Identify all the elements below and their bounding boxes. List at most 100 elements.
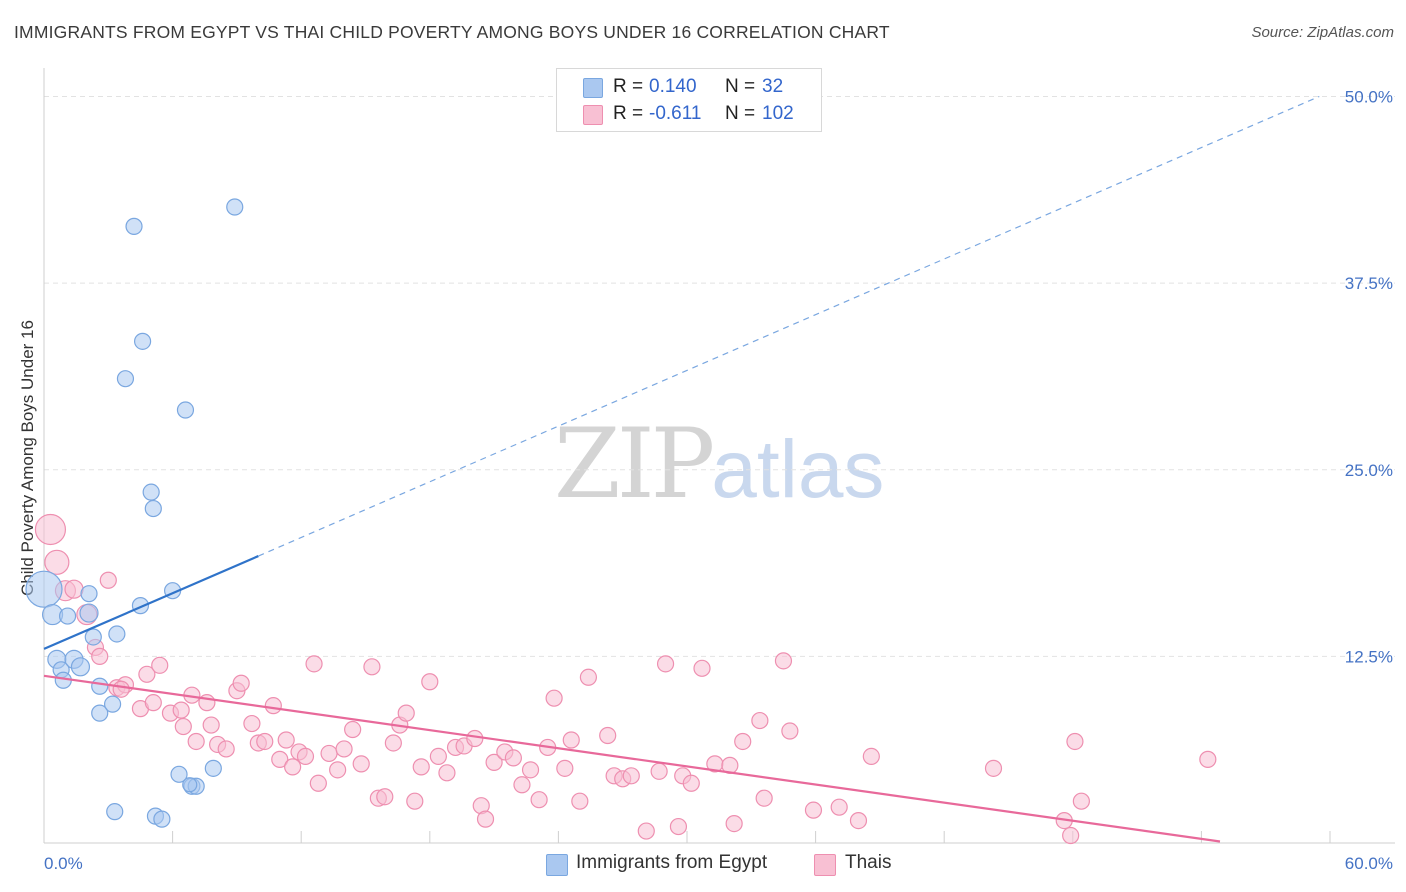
- thai-point: [725, 814, 743, 833]
- thai-point: [412, 758, 430, 776]
- thai-point: [1062, 826, 1080, 845]
- thai-point: [804, 801, 823, 819]
- thai-point: [774, 652, 793, 670]
- thai-point: [862, 747, 880, 766]
- egypt-point: [142, 483, 160, 501]
- thai-point: [256, 732, 274, 751]
- thai-point: [421, 673, 439, 691]
- series-label-egypt: Immigrants from Egypt: [576, 852, 768, 873]
- thai-point: [734, 732, 752, 751]
- thai-point: [397, 704, 415, 722]
- egypt-point: [182, 777, 198, 793]
- egypt-point: [153, 810, 171, 828]
- thai-point: [830, 798, 848, 816]
- thai-point: [1066, 732, 1084, 751]
- y-tick-label: 25.0%: [1345, 461, 1393, 480]
- source-credit: Source: ZipAtlas.com: [1251, 24, 1394, 41]
- watermark-zip: ZIP: [554, 408, 715, 520]
- thai-point: [599, 726, 617, 745]
- egypt-point: [125, 217, 143, 235]
- thai-point: [99, 571, 117, 589]
- egypt-point: [106, 803, 124, 821]
- thai-point: [305, 655, 323, 673]
- y-tick-label: 37.5%: [1345, 274, 1393, 293]
- thai-trend-line: [43, 674, 1221, 843]
- egypt-point: [116, 370, 135, 388]
- thai-point: [682, 774, 700, 792]
- thai-point: [34, 513, 67, 546]
- legend-n-value: 102: [762, 103, 794, 124]
- thai-point: [562, 731, 580, 749]
- thai-point: [513, 776, 531, 794]
- thai-point: [530, 791, 548, 809]
- series-legend: Immigrants from Egypt Thais: [0, 850, 1406, 878]
- thai-point: [363, 658, 381, 676]
- thai-point: [1072, 792, 1090, 810]
- thai-point: [202, 716, 220, 734]
- thai-point: [637, 822, 655, 840]
- egypt-point: [108, 625, 126, 643]
- y-tick-label: 50.0%: [1345, 88, 1393, 107]
- legend-swatch-egypt: [583, 78, 603, 98]
- egypt-point: [79, 603, 99, 623]
- thai-point: [438, 764, 456, 782]
- egypt-point: [226, 198, 244, 216]
- legend-r-value: -0.611: [649, 103, 702, 124]
- thai-point: [320, 744, 338, 763]
- correlation-legend: R = 0.140 N = 32 R = -0.611 N = 102: [556, 68, 822, 132]
- egypt-point: [170, 765, 188, 783]
- thai-point: [406, 792, 424, 810]
- egypt-point: [25, 570, 63, 608]
- thai-point: [335, 740, 353, 758]
- thai-point: [781, 722, 799, 740]
- egypt-trend-extension: [258, 95, 1320, 557]
- legend-r-label: R =: [613, 76, 644, 97]
- thai-point: [64, 579, 84, 599]
- thai-point: [556, 759, 574, 777]
- thai-point: [91, 647, 109, 665]
- thai-point: [309, 774, 327, 792]
- thai-point: [112, 680, 130, 698]
- thai-point: [138, 665, 156, 683]
- legend-n-value: 32: [762, 76, 784, 97]
- egypt-trend-line: [43, 555, 259, 650]
- thai-point: [187, 732, 205, 751]
- thai-point: [174, 717, 192, 736]
- legend-r-label: R =: [613, 103, 644, 124]
- thai-point: [504, 749, 522, 767]
- thai-point: [232, 674, 250, 692]
- thai-point: [344, 720, 362, 739]
- x-tick-label: 60.0%: [1345, 854, 1393, 873]
- thai-point: [755, 789, 773, 807]
- thai-point: [151, 656, 169, 674]
- egypt-point: [103, 695, 122, 713]
- thai-point: [277, 731, 295, 749]
- thai-point: [476, 810, 495, 828]
- y-tick-label: 12.5%: [1345, 647, 1393, 666]
- thai-point: [296, 747, 315, 766]
- egypt-point: [144, 499, 162, 518]
- series-swatch-thais: [814, 854, 836, 876]
- thai-point: [656, 655, 675, 673]
- thai-point: [669, 817, 688, 836]
- thai-point: [384, 734, 402, 752]
- legend-n-label: N =: [725, 103, 756, 124]
- egypt-point: [91, 704, 109, 722]
- thai-point: [376, 788, 394, 806]
- thai-point: [352, 755, 370, 773]
- egypt-point: [84, 628, 102, 646]
- legend-n-label: N =: [725, 76, 756, 97]
- thai-point: [466, 729, 484, 748]
- thai-point: [579, 668, 598, 686]
- thai-point: [264, 697, 282, 715]
- x-tick-label: 0.0%: [44, 854, 83, 873]
- thai-point: [172, 701, 190, 719]
- egypt-point: [91, 677, 109, 695]
- egypt-point: [133, 332, 152, 350]
- thai-point: [693, 659, 711, 677]
- thai-point: [751, 711, 769, 730]
- egypt-point: [176, 401, 195, 419]
- legend-row-thais: R = -0.611 N = 102: [557, 101, 821, 129]
- thai-point: [545, 689, 563, 707]
